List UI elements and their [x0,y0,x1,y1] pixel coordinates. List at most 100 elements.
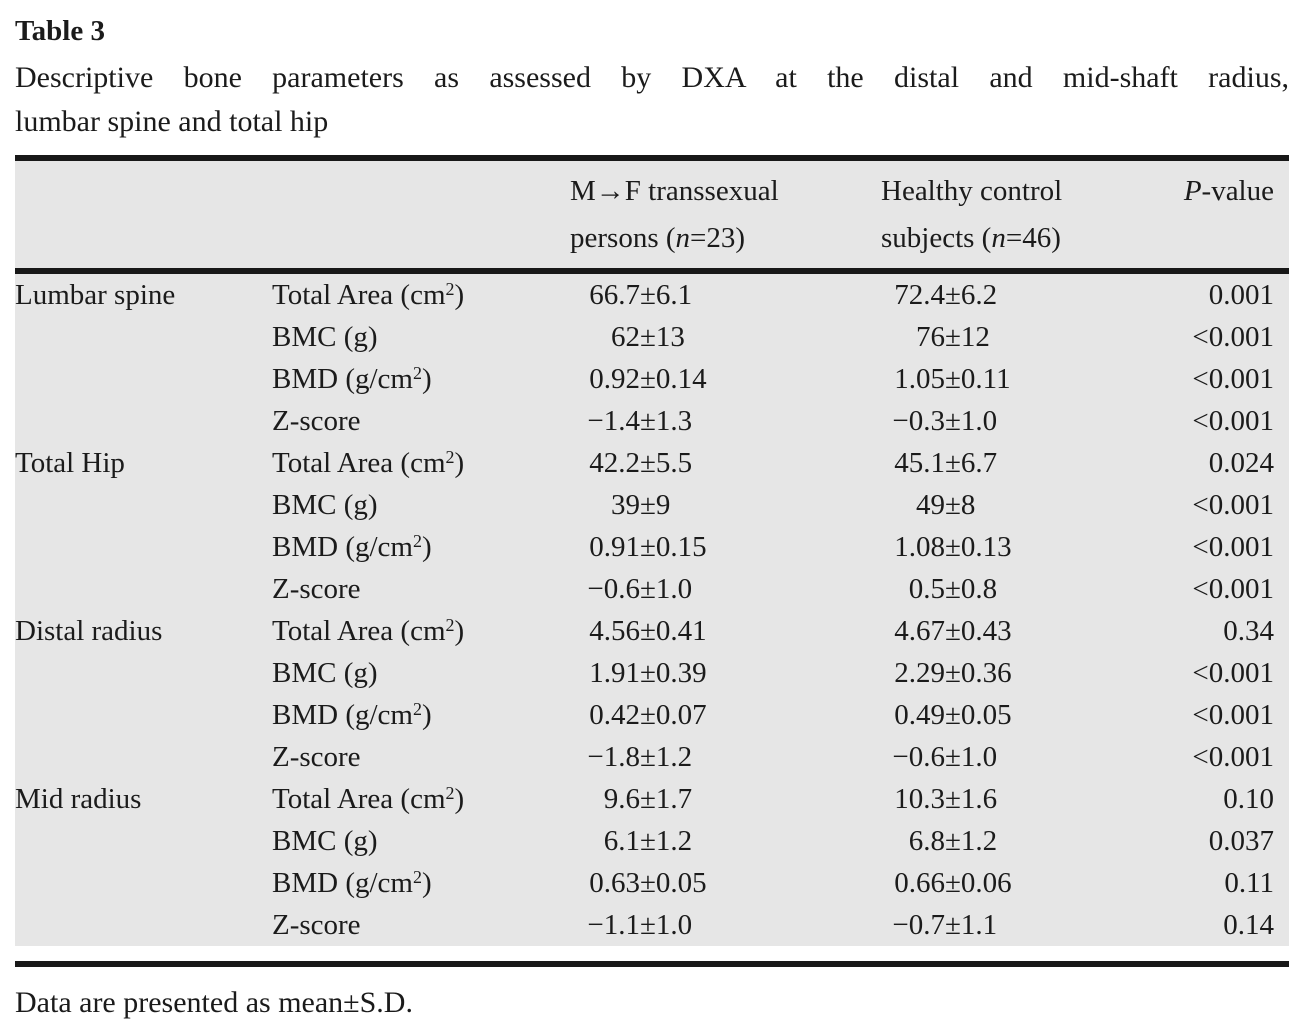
parameter-label: BMC (g) [272,825,378,857]
transsexual-value-cell: 0.91 ±0.15 [570,526,881,568]
transsexual-mean: 0.63 [589,867,640,899]
parameter-label-end: ) [421,363,432,395]
p-value-cell: <0.001 [1192,405,1274,437]
table-row: Z-score −1.4 ±1.3 −0.3 ±1.0 <0.001 [15,400,1289,442]
p-value-cell: 0.34 [1223,615,1274,647]
parameter-label: BMC (g) [272,657,378,689]
parameter-cell: Total Area (cm2) [272,274,570,316]
control-mean: 6.8 [908,825,945,857]
control-value-cell: 0.66 ±0.06 [881,862,1168,904]
control-sd: ±0.06 [945,867,1012,899]
transsexual-sd: ±0.41 [640,615,707,647]
control-sd: ±0.8 [945,573,998,605]
table-row: Lumbar spine Total Area (cm2) 66.7 ±6.1 7… [15,274,1289,316]
table-row: Total Hip Total Area (cm2) 42.2 ±5.5 45.1… [15,442,1289,484]
transsexual-mean: 9.6 [603,783,640,815]
control-mean: 10.3 [894,783,945,815]
table-row: BMD (g/cm2) 0.92 ±0.14 1.05 ±0.11 <0.001 [15,358,1289,400]
p-variable-italic: P [1183,175,1202,207]
control-mean: 72.4 [894,279,945,311]
n-variable-italic: n [675,222,691,254]
transsexual-sd: ±1.7 [640,783,693,815]
p-value-cell: <0.001 [1192,573,1274,605]
p-value-cell: 0.14 [1223,909,1274,941]
header-control-line1: Healthy control [881,175,1063,207]
region-cell [15,652,272,694]
transsexual-sd: ±1.3 [640,405,693,437]
control-value-cell: 0.5 ±0.8 [881,568,1168,610]
control-mean: 4.67 [894,615,945,647]
table-bottom-rule [15,961,1289,967]
parameter-cell: BMD (g/cm2) [272,862,570,904]
region-cell [15,316,272,358]
transsexual-sd: ±1.2 [640,825,693,857]
parameter-label-end: ) [454,447,465,479]
control-value-cell: 49 ±8 [881,484,1168,526]
transsexual-value-cell: 9.6 ±1.7 [570,778,881,820]
transsexual-value-cell: 66.7 ±6.1 [570,274,881,316]
transsexual-mean: 39 [611,489,640,521]
control-mean: 0.66 [894,867,945,899]
transsexual-value-cell: 0.42 ±0.07 [570,694,881,736]
control-value-cell: 4.67 ±0.43 [881,610,1168,652]
table-row: Z-score −1.1 ±1.0 −0.7 ±1.1 0.14 [15,904,1289,946]
parameter-cell: BMC (g) [272,652,570,694]
control-mean: 76 [916,321,945,353]
region-cell [15,568,272,610]
control-mean: 1.08 [894,531,945,563]
region-cell [15,694,272,736]
table-row: Mid radius Total Area (cm2) 9.6 ±1.7 10.3… [15,778,1289,820]
control-sd: ±6.7 [945,447,998,479]
transsexual-sd: ±1.0 [640,909,693,941]
header-control-line2: subjects (n=46) [881,215,1168,262]
control-sd: ±1.0 [945,405,998,437]
parameter-label-end: ) [454,279,465,311]
transsexual-value-cell: 0.92 ±0.14 [570,358,881,400]
table-top-rule [15,155,1289,161]
transsexual-mean: 62 [611,321,640,353]
p-value-cell: <0.001 [1192,699,1274,731]
caption-line-2: lumbar spine and total hip [15,105,329,138]
parameter-label: Total Area (cm [272,615,446,647]
parameter-cell: BMD (g/cm2) [272,694,570,736]
parameter-superscript: 2 [412,531,422,552]
table-row: BMC (g) 62 ±13 76 ±12 <0.001 [15,316,1289,358]
control-value-cell: 10.3 ±1.6 [881,778,1168,820]
control-value-cell: 76 ±12 [881,316,1168,358]
control-sd: ±6.2 [945,279,998,311]
transsexual-sd: ±13 [640,321,685,353]
parameter-label-end: ) [421,531,432,563]
caption-line-1: Descriptive bone parameters as assessed … [15,61,1289,94]
p-value-cell: <0.001 [1192,321,1274,353]
parameter-superscript: 2 [412,363,422,384]
header-control-group: Healthy control subjects (n=46) [881,168,1168,262]
region-cell [15,484,272,526]
header-control-line2-post: =46) [1005,222,1061,254]
transsexual-sd: ±0.39 [640,657,707,689]
parameter-superscript: 2 [445,447,455,468]
parameter-label: Total Area (cm [272,279,446,311]
transsexual-sd: ±0.14 [640,363,707,395]
parameter-label: Z-score [272,909,361,941]
p-value-cell: 0.10 [1223,783,1274,815]
p-value-cell: <0.001 [1192,489,1274,521]
parameter-cell: Z-score [272,736,570,778]
parameter-cell: BMC (g) [272,484,570,526]
region-cell: Lumbar spine [15,279,176,311]
control-mean: −0.7 [892,909,945,941]
control-sd: ±1.6 [945,783,998,815]
control-value-cell: 2.29 ±0.36 [881,652,1168,694]
control-sd: ±12 [945,321,990,353]
transsexual-value-cell: −1.4 ±1.3 [570,400,881,442]
control-sd: ±1.1 [945,909,998,941]
region-cell [15,904,272,946]
transsexual-sd: ±0.07 [640,699,707,731]
control-sd: ±0.43 [945,615,1012,647]
control-value-cell: 6.8 ±1.2 [881,820,1168,862]
parameter-cell: BMD (g/cm2) [272,526,570,568]
table-row: BMD (g/cm2) 0.42 ±0.07 0.49 ±0.05 <0.001 [15,694,1289,736]
transsexual-value-cell: 42.2 ±5.5 [570,442,881,484]
parameter-label: BMD (g/cm [272,867,413,899]
transsexual-sd: ±9 [640,489,671,521]
